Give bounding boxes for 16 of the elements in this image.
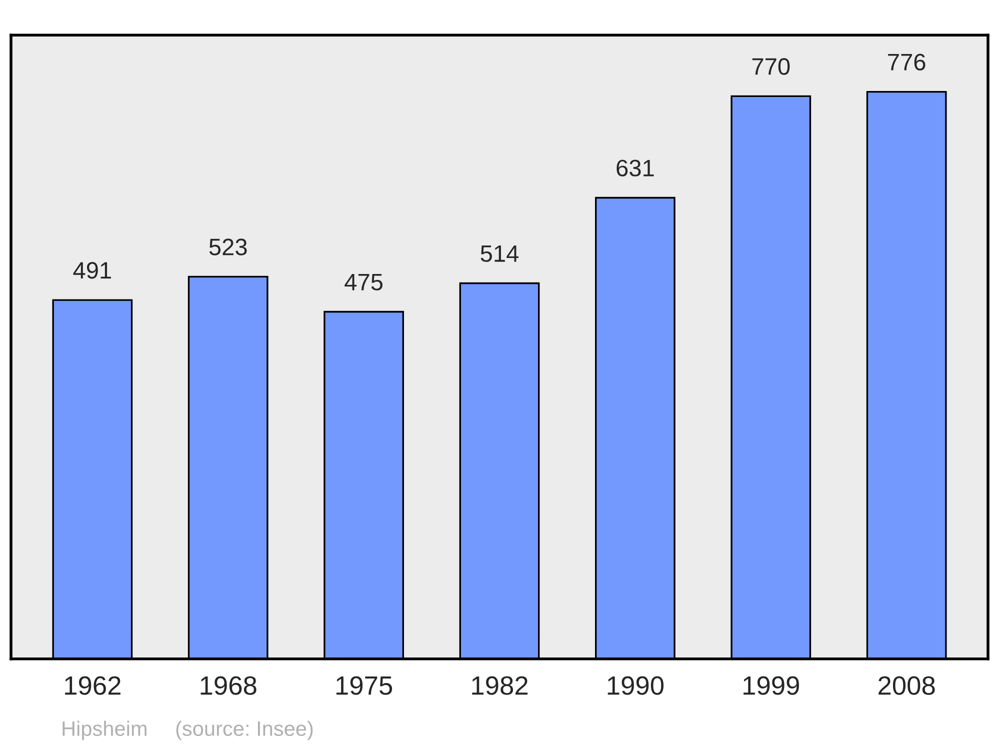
x-tick-label: 1990 — [608, 676, 664, 695]
x-tick-label: 1999 — [744, 676, 799, 695]
data-label: 523 — [209, 238, 247, 256]
data-label: 491 — [73, 262, 111, 279]
text: (source: Insee) — [176, 720, 313, 740]
x-tick-label: 1962 — [65, 676, 120, 695]
text: Hipsheim — [62, 720, 146, 740]
data-label: 514 — [480, 245, 519, 262]
x-tick-label: 2008 — [878, 676, 935, 695]
data-label: 631 — [616, 160, 654, 176]
x-tick-label: 1968 — [200, 676, 256, 695]
data-label: 776 — [888, 54, 926, 70]
data-label: 770 — [752, 58, 790, 75]
x-tick-label: 1975 — [336, 676, 392, 695]
x-tick-label: 1982 — [472, 676, 528, 695]
data-label: 475 — [344, 274, 383, 290]
